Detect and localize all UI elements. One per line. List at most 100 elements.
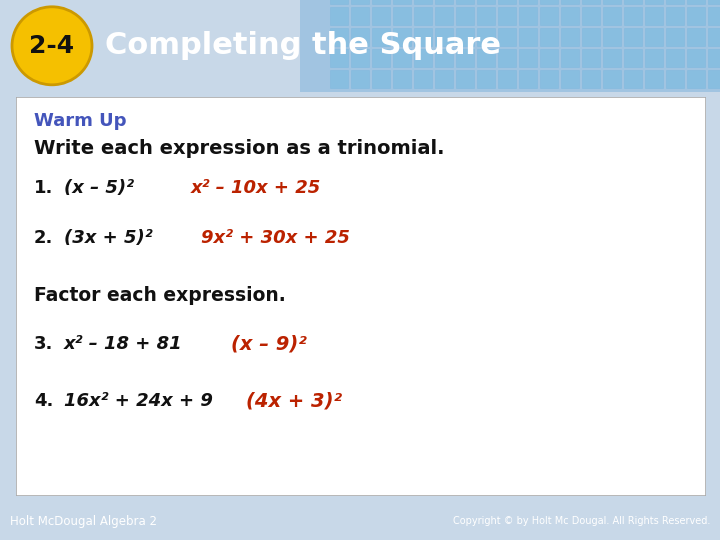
Bar xyxy=(519,49,537,67)
Bar xyxy=(540,0,558,4)
Bar xyxy=(687,28,705,46)
Bar xyxy=(687,7,705,25)
Bar xyxy=(300,0,720,92)
Bar xyxy=(519,0,537,4)
Bar xyxy=(666,28,684,46)
Text: 4.: 4. xyxy=(34,392,53,410)
Bar xyxy=(582,0,600,4)
Bar xyxy=(498,49,516,67)
Bar xyxy=(603,70,621,88)
Text: (4x + 3)²: (4x + 3)² xyxy=(246,392,342,410)
Bar xyxy=(393,49,411,67)
Bar xyxy=(645,7,663,25)
Bar xyxy=(603,7,621,25)
Text: 3.: 3. xyxy=(34,335,53,353)
Bar xyxy=(687,49,705,67)
Ellipse shape xyxy=(12,7,92,85)
Bar xyxy=(561,0,579,4)
FancyBboxPatch shape xyxy=(16,97,706,496)
Bar xyxy=(540,49,558,67)
Bar xyxy=(498,70,516,88)
Bar xyxy=(456,7,474,25)
Bar xyxy=(330,7,348,25)
Text: Holt McDougal Algebra 2: Holt McDougal Algebra 2 xyxy=(10,515,157,528)
Bar xyxy=(624,28,642,46)
Bar xyxy=(540,28,558,46)
Bar xyxy=(414,49,432,67)
Bar xyxy=(687,70,705,88)
Text: Completing the Square: Completing the Square xyxy=(105,31,501,60)
Bar xyxy=(414,28,432,46)
Text: (3x + 5)²: (3x + 5)² xyxy=(64,229,153,247)
Bar xyxy=(645,70,663,88)
Bar xyxy=(561,7,579,25)
Text: (x – 9)²: (x – 9)² xyxy=(231,334,307,353)
Bar xyxy=(540,7,558,25)
Text: (x – 5)²: (x – 5)² xyxy=(64,179,134,197)
Bar xyxy=(435,0,453,4)
Bar xyxy=(561,70,579,88)
Bar xyxy=(456,70,474,88)
Bar xyxy=(414,0,432,4)
Bar xyxy=(435,49,453,67)
Bar xyxy=(393,0,411,4)
Bar xyxy=(624,0,642,4)
Bar xyxy=(372,70,390,88)
Bar xyxy=(477,7,495,25)
Bar xyxy=(624,70,642,88)
Bar xyxy=(435,7,453,25)
Bar xyxy=(519,28,537,46)
Bar xyxy=(330,49,348,67)
Bar xyxy=(435,70,453,88)
Bar xyxy=(498,28,516,46)
Bar xyxy=(519,7,537,25)
Bar xyxy=(582,7,600,25)
Bar xyxy=(666,0,684,4)
Text: 9x² + 30x + 25: 9x² + 30x + 25 xyxy=(201,229,350,247)
Bar xyxy=(330,28,348,46)
Bar xyxy=(456,49,474,67)
Bar xyxy=(351,70,369,88)
Bar xyxy=(351,49,369,67)
Bar xyxy=(603,28,621,46)
Bar xyxy=(582,70,600,88)
Bar xyxy=(330,70,348,88)
Text: 1.: 1. xyxy=(34,179,53,197)
Text: Write each expression as a trinomial.: Write each expression as a trinomial. xyxy=(34,139,444,158)
Bar xyxy=(414,70,432,88)
Text: 2-4: 2-4 xyxy=(30,34,75,58)
Bar xyxy=(582,28,600,46)
Bar xyxy=(708,70,720,88)
Bar xyxy=(624,7,642,25)
Bar xyxy=(561,28,579,46)
Bar xyxy=(351,28,369,46)
Bar xyxy=(708,7,720,25)
Bar xyxy=(708,49,720,67)
Bar xyxy=(666,49,684,67)
Bar xyxy=(708,28,720,46)
Text: x² – 18 + 81: x² – 18 + 81 xyxy=(64,335,182,353)
Bar xyxy=(477,28,495,46)
Bar xyxy=(372,0,390,4)
Bar xyxy=(393,70,411,88)
Bar xyxy=(498,0,516,4)
Bar xyxy=(603,0,621,4)
Bar xyxy=(519,70,537,88)
Bar xyxy=(330,0,348,4)
Bar xyxy=(393,28,411,46)
Bar xyxy=(540,70,558,88)
Text: Copyright © by Holt Mc Dougal. All Rights Reserved.: Copyright © by Holt Mc Dougal. All Right… xyxy=(453,516,710,526)
Bar xyxy=(666,70,684,88)
Bar xyxy=(582,49,600,67)
Bar xyxy=(456,0,474,4)
Bar xyxy=(561,49,579,67)
Bar xyxy=(351,7,369,25)
Text: Factor each expression.: Factor each expression. xyxy=(34,286,286,306)
Bar xyxy=(645,49,663,67)
Bar xyxy=(393,7,411,25)
Bar xyxy=(414,7,432,25)
Bar xyxy=(372,49,390,67)
Bar xyxy=(498,7,516,25)
Bar xyxy=(435,28,453,46)
Bar xyxy=(624,49,642,67)
